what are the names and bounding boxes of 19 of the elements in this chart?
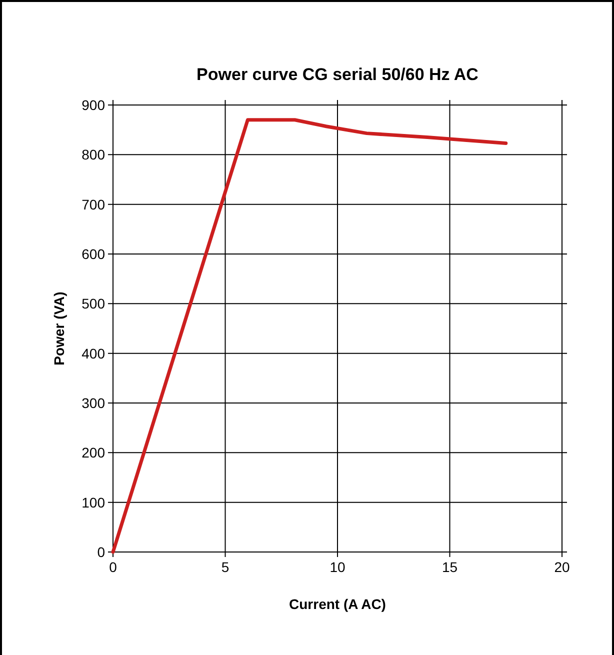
x-axis-title: Current (A AC) xyxy=(289,596,386,612)
y-tick-label: 900 xyxy=(82,97,106,113)
y-tick-label: 400 xyxy=(82,345,106,362)
chart-title: Power curve CG serial 50/60 Hz AC xyxy=(196,65,478,84)
x-tick-label: 15 xyxy=(442,559,458,575)
y-tick-label: 600 xyxy=(82,246,106,262)
y-tick-label: 500 xyxy=(82,296,106,312)
line-series xyxy=(111,118,508,554)
x-tick-label: 10 xyxy=(330,559,346,575)
y-tick-label: 800 xyxy=(82,146,106,163)
x-tick-label: 20 xyxy=(554,559,570,575)
x-tick-label: 5 xyxy=(221,559,230,575)
y-axis-title: Power (VA) xyxy=(51,292,67,366)
y-tick-label: 0 xyxy=(97,544,106,560)
y-tick-label: 100 xyxy=(82,494,106,510)
y-tick-label: 700 xyxy=(82,196,106,212)
y-tick-label: 200 xyxy=(82,444,106,461)
x-tick-label: 0 xyxy=(109,559,118,575)
y-tick-label: 300 xyxy=(82,395,106,411)
